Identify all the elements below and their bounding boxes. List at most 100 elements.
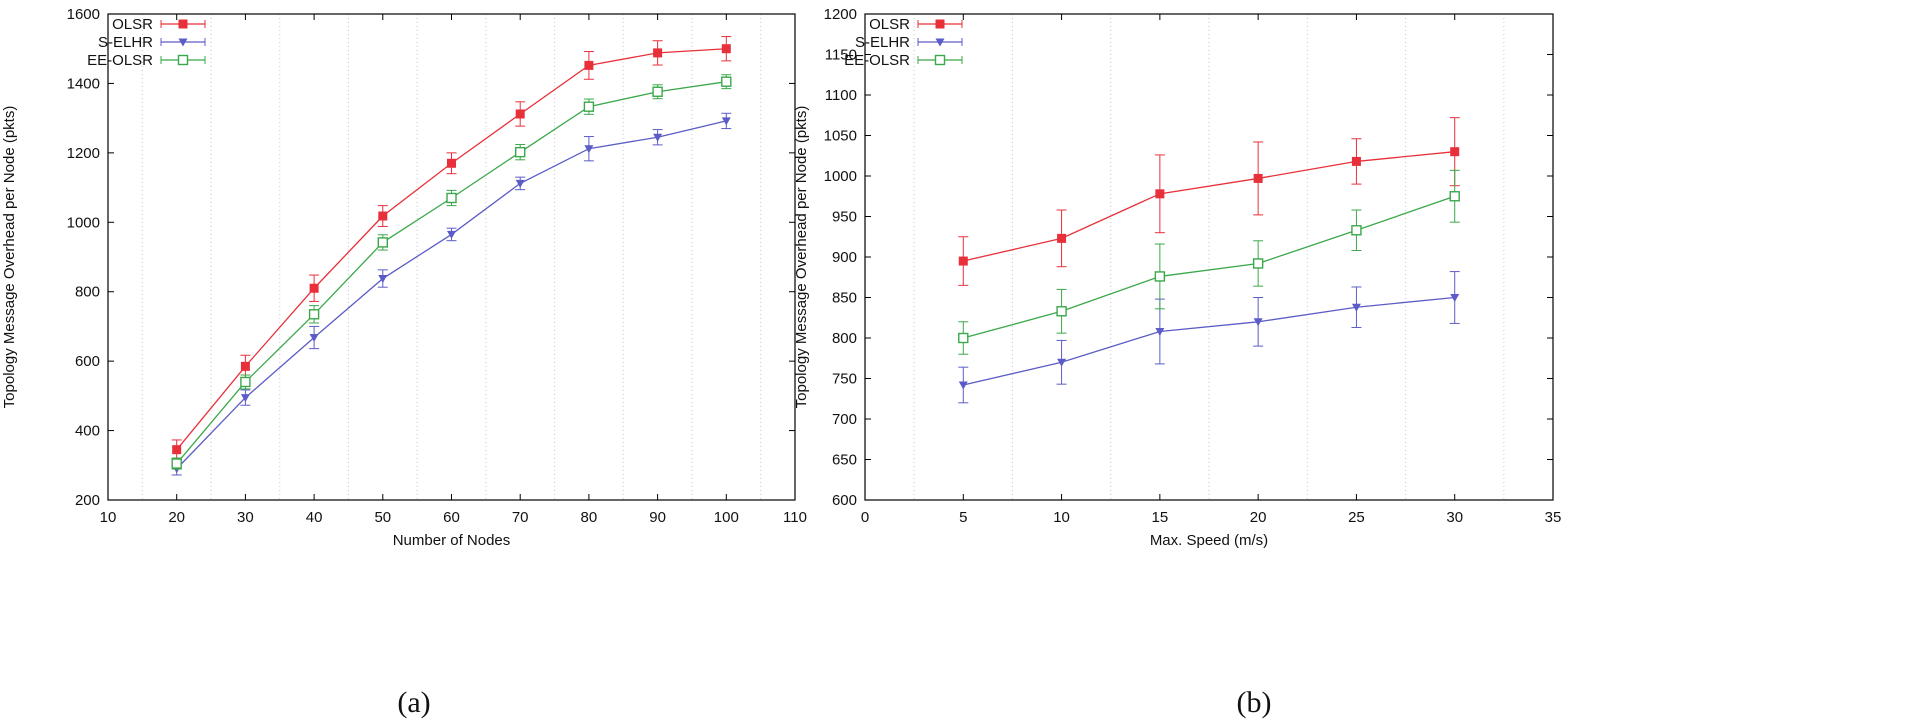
- legend-marker: [177, 54, 189, 66]
- data-point: [377, 237, 388, 248]
- y-tick-label: 650: [832, 452, 857, 469]
- y-tick-label: 1200: [824, 6, 857, 23]
- data-point: [721, 76, 732, 87]
- y-tick-label: 1000: [824, 168, 857, 185]
- data-point: [1252, 258, 1264, 269]
- series-olsr: [171, 36, 732, 460]
- y-tick-label: 1200: [67, 145, 100, 162]
- data-point: [1253, 173, 1263, 183]
- x-axis-label: Max. Speed (m/s): [1150, 532, 1268, 549]
- data-point: [515, 109, 525, 119]
- y-tick-label: 1600: [67, 6, 100, 23]
- data-point: [958, 256, 968, 266]
- data-point: [515, 179, 525, 188]
- x-tick-label: 20: [168, 509, 185, 526]
- legend-marker: [935, 38, 945, 47]
- legend-label: OLSR: [112, 16, 153, 33]
- data-point: [447, 230, 456, 239]
- data-point: [584, 145, 594, 154]
- legend-marker: [935, 19, 945, 29]
- panel-label: (b): [1237, 686, 1272, 719]
- x-tick-label: 10: [1053, 509, 1070, 526]
- data-point: [653, 48, 663, 58]
- data-point: [1155, 328, 1165, 337]
- y-tick-label: 200: [75, 492, 100, 509]
- data-point: [1253, 318, 1263, 327]
- x-tick-label: 90: [649, 509, 666, 526]
- data-point: [446, 192, 457, 204]
- data-point: [584, 60, 594, 70]
- y-tick-label: 750: [832, 371, 857, 388]
- series-line: [963, 195, 1455, 339]
- data-point: [1057, 358, 1067, 367]
- x-tick-label: 15: [1152, 509, 1169, 526]
- x-tick-label: 35: [1545, 509, 1562, 526]
- x-tick-label: 30: [237, 509, 254, 526]
- data-point: [652, 86, 663, 97]
- y-tick-label: 600: [75, 353, 100, 370]
- data-point: [583, 101, 595, 112]
- x-tick-label: 20: [1250, 509, 1267, 526]
- y-axis-label: Topology Message Overhead per Node (pkts…: [1, 106, 18, 409]
- data-point: [958, 332, 969, 344]
- x-tick-label: 5: [959, 509, 967, 526]
- legend-label: EE-OLSR: [87, 52, 153, 69]
- data-point: [721, 117, 731, 126]
- x-tick-label: 10: [100, 509, 117, 526]
- chart-a: 10 20 30 40 50 60 70 80 90 100 110 200 400 600 800 1000…: [1, 6, 807, 719]
- legend-marker: [178, 38, 188, 47]
- data-point: [653, 133, 663, 142]
- data-point: [308, 309, 320, 320]
- series-ee-olsr: [171, 74, 732, 470]
- data-point: [721, 44, 731, 54]
- x-axis-label: Number of Nodes: [393, 532, 511, 549]
- y-tick-label: 1150: [825, 47, 857, 64]
- data-point: [172, 445, 182, 455]
- series-line: [176, 48, 727, 451]
- data-point: [240, 394, 250, 403]
- series-ee-olsr: [958, 169, 1460, 355]
- legend-label: OLSR: [869, 16, 910, 33]
- y-tick-label: 800: [832, 330, 857, 347]
- x-tick-label: 60: [443, 509, 460, 526]
- data-point: [447, 158, 456, 168]
- panel-label: (a): [397, 686, 430, 719]
- data-point: [309, 283, 319, 293]
- data-point: [1351, 303, 1361, 312]
- data-point: [1057, 233, 1067, 243]
- x-tick-label: 100: [714, 509, 739, 526]
- y-tick-label: 1100: [825, 87, 857, 104]
- data-point: [515, 146, 526, 158]
- y-tick-label: 850: [832, 290, 857, 307]
- legend-marker: [178, 19, 188, 29]
- data-point: [1351, 225, 1362, 236]
- data-point: [1155, 189, 1165, 199]
- series-s-elhr: [171, 112, 732, 476]
- x-tick-label: 0: [861, 509, 869, 526]
- data-point: [378, 211, 388, 221]
- x-tick-label: 110: [783, 509, 807, 526]
- y-tick-label: 1400: [67, 75, 100, 92]
- y-tick-label: 400: [75, 423, 100, 440]
- x-tick-label: 40: [306, 509, 323, 526]
- data-point: [958, 381, 968, 390]
- y-tick-label: 900: [832, 249, 857, 266]
- data-point: [309, 334, 319, 343]
- legend-marker: [934, 54, 946, 66]
- x-tick-label: 25: [1348, 509, 1365, 526]
- series-s-elhr: [958, 271, 1460, 404]
- y-tick-label: 950: [832, 209, 857, 226]
- x-tick-label: 80: [581, 509, 598, 526]
- series-line: [963, 151, 1455, 262]
- x-tick-label: 70: [512, 509, 529, 526]
- data-point: [1351, 156, 1361, 166]
- legend-label: EE-OLSR: [844, 52, 910, 69]
- y-tick-label: 600: [832, 492, 857, 509]
- legend-label: S-ELHR: [98, 34, 153, 51]
- chart-b: 0 5 10 15 20 25 30 35 600 650 700 750 800 850 900 950 10…: [793, 6, 1561, 719]
- data-point: [378, 275, 388, 284]
- y-axis-label: Topology Message Overhead per Node (pkts…: [793, 106, 810, 409]
- y-tick-label: 1050: [824, 128, 857, 145]
